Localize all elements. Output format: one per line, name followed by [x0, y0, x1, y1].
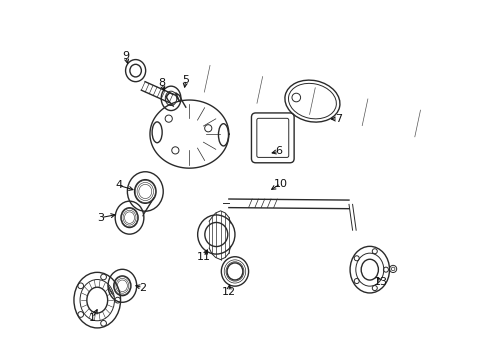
Text: 2: 2	[139, 283, 147, 293]
Text: 3: 3	[98, 213, 104, 222]
Text: 6: 6	[275, 146, 283, 156]
Text: 9: 9	[122, 51, 129, 61]
Text: 7: 7	[335, 114, 342, 124]
Text: 11: 11	[197, 252, 211, 262]
Text: 5: 5	[182, 75, 189, 85]
Text: 13: 13	[373, 277, 388, 287]
Text: 4: 4	[115, 180, 122, 190]
Text: 8: 8	[158, 78, 165, 88]
Text: 12: 12	[222, 287, 236, 297]
Text: 10: 10	[274, 179, 288, 189]
Text: 1: 1	[89, 313, 96, 323]
